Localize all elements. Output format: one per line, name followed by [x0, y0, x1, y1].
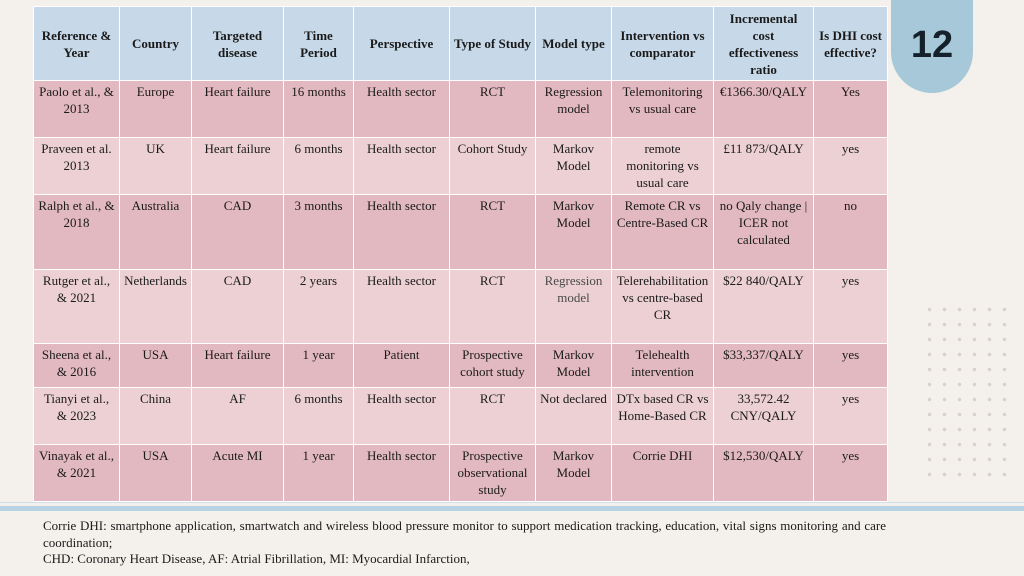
cell-type-of-study: RCT: [449, 387, 536, 445]
cell-time-period: 3 months: [283, 194, 354, 270]
cell-model-type: Markov Model: [535, 194, 612, 270]
cell-intervention-comparator: Telemonitoring vs usual care: [611, 80, 714, 138]
cell-type-of-study: Cohort Study: [449, 137, 536, 195]
cell-reference-year: Rutger et al., & 2021: [33, 269, 120, 344]
cell-time-period: 1 year: [283, 444, 354, 502]
header-intervention-comparator: Intervention vs comparator: [611, 6, 714, 81]
cell-reference-year: Ralph et al., & 2018: [33, 194, 120, 270]
table-row: Sheena et al., & 2016 USA Heart failure …: [33, 343, 888, 388]
cell-intervention-comparator: Remote CR vs Centre-Based CR: [611, 194, 714, 270]
page-number-badge: 12: [891, 0, 973, 93]
cell-perspective: Health sector: [353, 444, 450, 502]
cell-country: Europe: [119, 80, 192, 138]
table-row: Vinayak et al., & 2021 USA Acute MI 1 ye…: [33, 444, 888, 502]
cell-targeted-disease: CAD: [191, 269, 284, 344]
cell-cost-effective: no: [813, 194, 888, 270]
cell-country: Netherlands: [119, 269, 192, 344]
header-icer: Incremental cost effectiveness ratio: [713, 6, 814, 81]
cell-perspective: Health sector: [353, 194, 450, 270]
cell-type-of-study: RCT: [449, 269, 536, 344]
cell-type-of-study: RCT: [449, 194, 536, 270]
table-row: Ralph et al., & 2018 Australia CAD 3 mon…: [33, 194, 888, 270]
table-row: Praveen et al. 2013 UK Heart failure 6 m…: [33, 137, 888, 195]
cell-reference-year: Praveen et al. 2013: [33, 137, 120, 195]
cell-time-period: 16 months: [283, 80, 354, 138]
cell-icer: no Qaly change | ICER not calculated: [713, 194, 814, 270]
cell-intervention-comparator: Telerehabilitation vs centre-based CR: [611, 269, 714, 344]
cost-effectiveness-table: Reference & Year Country Targeted diseas…: [33, 6, 888, 502]
cell-intervention-comparator: Telehealth intervention: [611, 343, 714, 388]
table-row: Tianyi et al., & 2023 China AF 6 months …: [33, 387, 888, 445]
cell-country: UK: [119, 137, 192, 195]
cell-cost-effective: yes: [813, 269, 888, 344]
decorative-dot-grid: [922, 302, 1018, 484]
cell-model-type: Not declared: [535, 387, 612, 445]
cell-time-period: 6 months: [283, 387, 354, 445]
cell-icer: $33,337/QALY: [713, 343, 814, 388]
header-country: Country: [119, 6, 192, 81]
cell-country: Australia: [119, 194, 192, 270]
header-model-type: Model type: [535, 6, 612, 81]
cell-icer: $12,530/QALY: [713, 444, 814, 502]
cell-targeted-disease: Heart failure: [191, 137, 284, 195]
footnote-corrie-dhi: Corrie DHI: smartphone application, smar…: [43, 518, 886, 550]
divider-band: [0, 506, 1024, 511]
cell-perspective: Health sector: [353, 80, 450, 138]
cell-targeted-disease: Acute MI: [191, 444, 284, 502]
cell-icer: €1366.30/QALY: [713, 80, 814, 138]
cell-icer: $22 840/QALY: [713, 269, 814, 344]
footnotes: Corrie DHI: smartphone application, smar…: [43, 518, 886, 568]
header-perspective: Perspective: [353, 6, 450, 81]
cell-cost-effective: yes: [813, 387, 888, 445]
cell-targeted-disease: AF: [191, 387, 284, 445]
cell-model-type: Markov Model: [535, 343, 612, 388]
cell-model-type: Regression model: [535, 269, 612, 344]
cell-icer: £11 873/QALY: [713, 137, 814, 195]
cell-targeted-disease: Heart failure: [191, 343, 284, 388]
cell-cost-effective: yes: [813, 343, 888, 388]
header-cost-effective: Is DHI cost effective?: [813, 6, 888, 81]
cell-country: USA: [119, 444, 192, 502]
header-reference-year: Reference & Year: [33, 6, 120, 81]
cell-perspective: Health sector: [353, 269, 450, 344]
cell-targeted-disease: CAD: [191, 194, 284, 270]
table-header-row: Reference & Year Country Targeted diseas…: [33, 6, 888, 81]
cell-reference-year: Vinayak et al., & 2021: [33, 444, 120, 502]
divider-line: [0, 502, 1024, 503]
cell-time-period: 6 months: [283, 137, 354, 195]
cell-type-of-study: Prospective cohort study: [449, 343, 536, 388]
header-time-period: Time Period: [283, 6, 354, 81]
cell-type-of-study: Prospective observational study: [449, 444, 536, 502]
cell-intervention-comparator: Corrie DHI: [611, 444, 714, 502]
cell-intervention-comparator: remote monitoring vs usual care: [611, 137, 714, 195]
cell-country: USA: [119, 343, 192, 388]
cell-icer: 33,572.42 CNY/QALY: [713, 387, 814, 445]
cell-targeted-disease: Heart failure: [191, 80, 284, 138]
cell-perspective: Patient: [353, 343, 450, 388]
cell-type-of-study: RCT: [449, 80, 536, 138]
cell-time-period: 1 year: [283, 343, 354, 388]
cell-time-period: 2 years: [283, 269, 354, 344]
table-row: Paolo et al., & 2013 Europe Heart failur…: [33, 80, 888, 138]
cell-reference-year: Tianyi et al., & 2023: [33, 387, 120, 445]
table-row: Rutger et al., & 2021 Netherlands CAD 2 …: [33, 269, 888, 344]
cell-country: China: [119, 387, 192, 445]
cell-model-type: Regression model: [535, 80, 612, 138]
header-type-of-study: Type of Study: [449, 6, 536, 81]
cell-model-type: Markov Model: [535, 444, 612, 502]
cell-perspective: Health sector: [353, 137, 450, 195]
cell-cost-effective: yes: [813, 444, 888, 502]
cell-cost-effective: yes: [813, 137, 888, 195]
page-number: 12: [910, 24, 954, 66]
cell-model-type: Markov Model: [535, 137, 612, 195]
cell-perspective: Health sector: [353, 387, 450, 445]
header-targeted-disease: Targeted disease: [191, 6, 284, 81]
footnote-abbreviations: CHD: Coronary Heart Disease, AF: Atrial …: [43, 551, 470, 566]
cell-cost-effective: Yes: [813, 80, 888, 138]
cell-reference-year: Paolo et al., & 2013: [33, 80, 120, 138]
cell-reference-year: Sheena et al., & 2016: [33, 343, 120, 388]
cell-intervention-comparator: DTx based CR vs Home-Based CR: [611, 387, 714, 445]
